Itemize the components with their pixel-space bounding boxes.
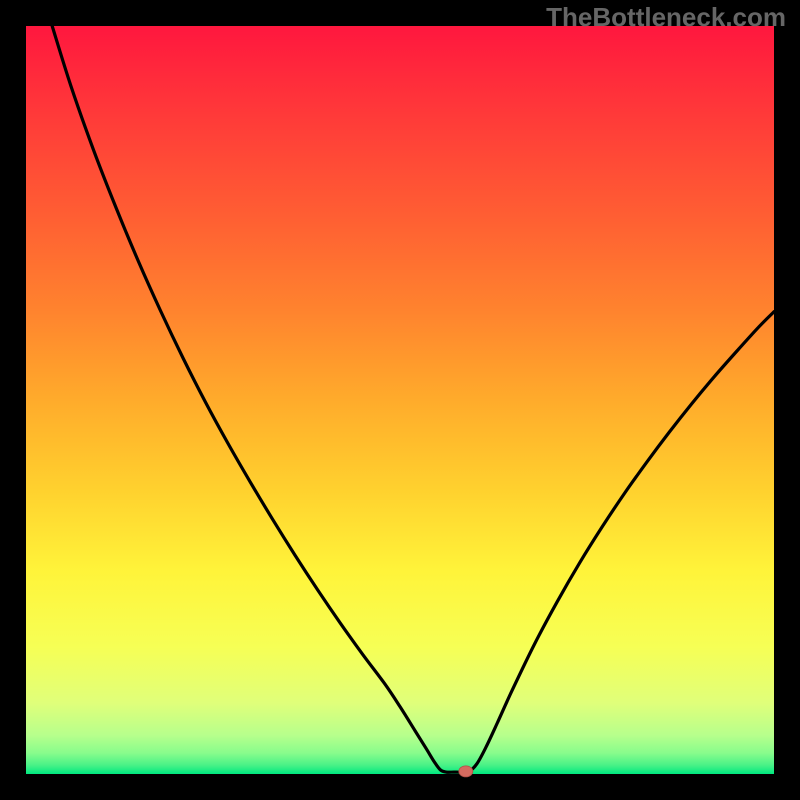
bottleneck-curve-chart [0, 0, 800, 800]
sweet-spot-marker [459, 766, 473, 777]
chart-container: { "canvas": { "width": 800, "height": 80… [0, 0, 800, 800]
plot-background [26, 26, 774, 774]
